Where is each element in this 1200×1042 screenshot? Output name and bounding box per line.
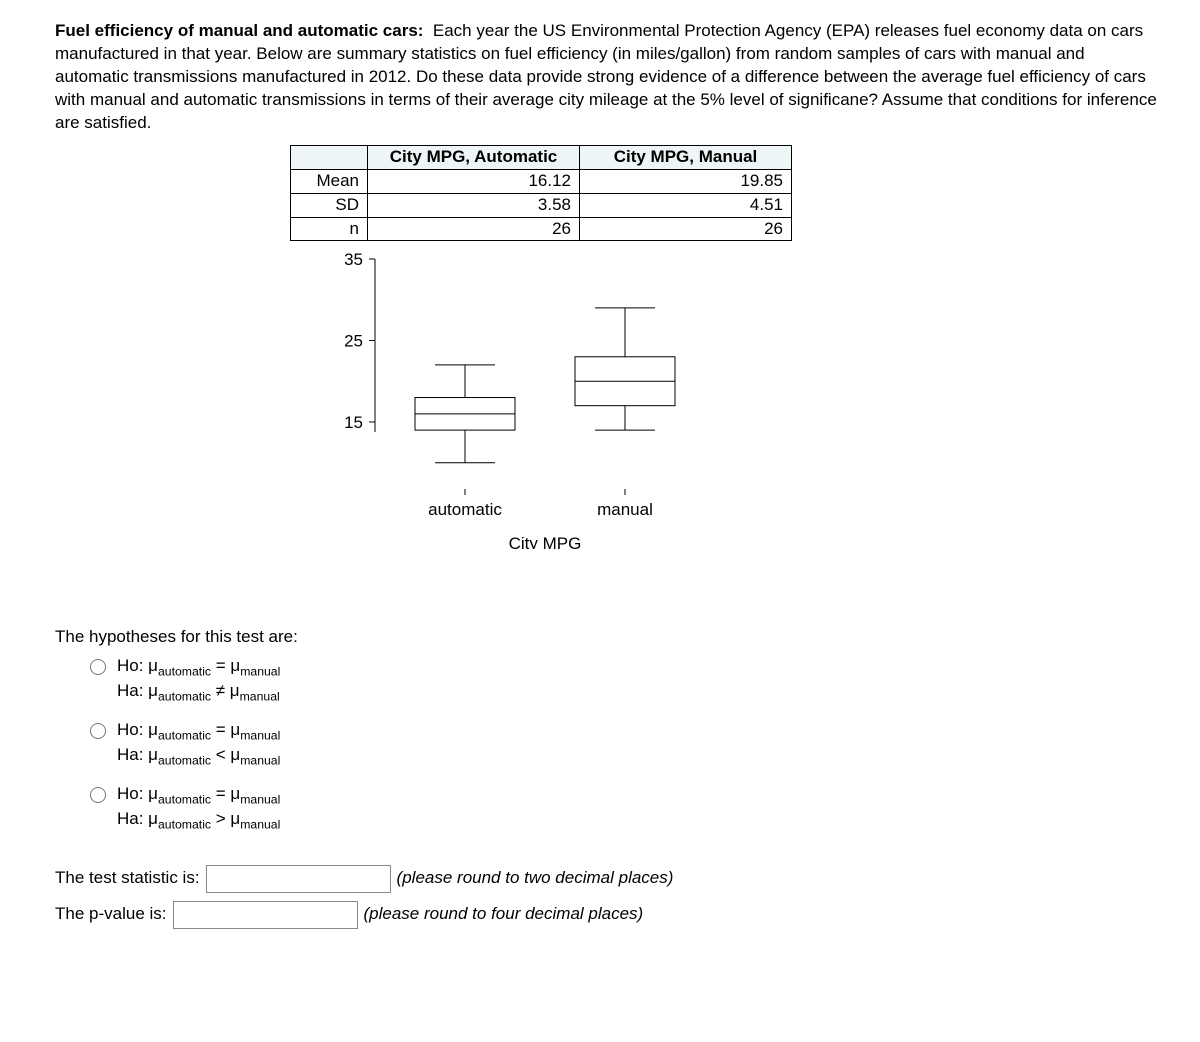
table-corner [291, 145, 368, 169]
test-statistic-input[interactable] [206, 865, 391, 893]
boxplot-chart: 15 25 35 automatic manual City MPG [315, 249, 1160, 556]
cell-mean-manual: 19.85 [580, 169, 792, 193]
pvalue-input[interactable] [173, 901, 358, 929]
cell-n-auto: 26 [368, 217, 580, 241]
hypothesis-option-1[interactable]: Ho: μautomatic = μmanual Ha: μautomatic … [85, 655, 1160, 705]
hypothesis-option-3[interactable]: Ho: μautomatic = μmanual Ha: μautomatic … [85, 783, 1160, 833]
cell-sd-manual: 4.51 [580, 193, 792, 217]
hypothesis-option-2[interactable]: Ho: μautomatic = μmanual Ha: μautomatic … [85, 719, 1160, 769]
summary-stats-table: City MPG, Automatic City MPG, Manual Mea… [290, 145, 792, 242]
svg-text:35: 35 [344, 250, 363, 269]
svg-text:25: 25 [344, 332, 363, 351]
cell-mean-auto: 16.12 [368, 169, 580, 193]
hypothesis-text-3: Ho: μautomatic = μmanual Ha: μautomatic … [117, 783, 280, 833]
hypothesis-radio-3[interactable] [90, 787, 106, 803]
col-header-automatic: City MPG, Automatic [368, 145, 580, 169]
cell-n-manual: 26 [580, 217, 792, 241]
hypothesis-radio-1[interactable] [90, 659, 106, 675]
pvalue-hint: (please round to four decimal places) [364, 903, 644, 926]
hypotheses-intro: The hypotheses for this test are: [55, 626, 1160, 649]
test-statistic-hint: (please round to two decimal places) [397, 867, 674, 890]
test-statistic-label: The test statistic is: [55, 867, 200, 890]
question-prompt: Fuel efficiency of manual and automatic … [55, 20, 1160, 135]
row-label-sd: SD [291, 193, 368, 217]
svg-text:City MPG: City MPG [509, 534, 582, 549]
col-header-manual: City MPG, Manual [580, 145, 792, 169]
svg-text:manual: manual [597, 500, 653, 519]
hypothesis-text-2: Ho: μautomatic = μmanual Ha: μautomatic … [117, 719, 280, 769]
hypothesis-text-1: Ho: μautomatic = μmanual Ha: μautomatic … [117, 655, 280, 705]
svg-text:15: 15 [344, 413, 363, 432]
prompt-title: Fuel efficiency of manual and automatic … [55, 21, 423, 40]
row-label-mean: Mean [291, 169, 368, 193]
row-label-n: n [291, 217, 368, 241]
cell-sd-auto: 3.58 [368, 193, 580, 217]
svg-text:automatic: automatic [428, 500, 502, 519]
pvalue-label: The p-value is: [55, 903, 167, 926]
hypothesis-radio-2[interactable] [90, 723, 106, 739]
